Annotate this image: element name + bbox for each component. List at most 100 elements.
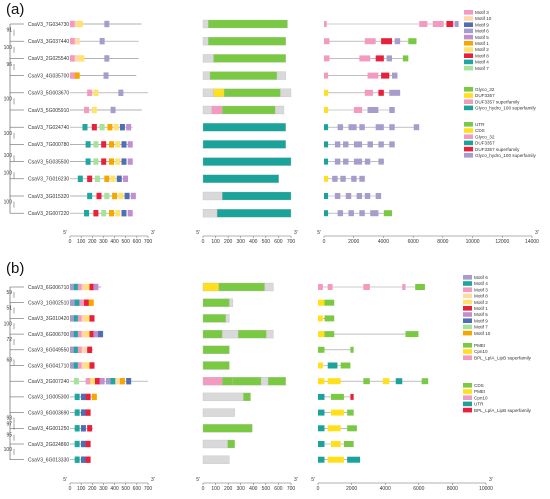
exon-box	[324, 158, 329, 165]
tick-label: 100	[211, 486, 220, 492]
motif-box	[81, 315, 87, 322]
exon-box	[343, 441, 354, 447]
exon-box	[327, 362, 338, 369]
legend-label: Glyco_32	[475, 134, 495, 139]
exon-box	[318, 425, 325, 432]
exon-box	[318, 346, 325, 353]
motif-axis: 0 100 200 300 400 500 600 700 5' 3'	[63, 230, 155, 245]
structure-axis: 0 2000 4000 6000 8000 10000 12000 14000 5' 3'	[317, 230, 539, 245]
exon-box	[332, 175, 338, 182]
motif-box	[91, 106, 97, 114]
legend-swatch	[463, 281, 472, 286]
motif-box	[79, 55, 85, 62]
tick-label: 600	[274, 239, 283, 245]
exon-box	[392, 72, 398, 79]
tick-label: 12000	[495, 239, 509, 245]
legend-label: Motif 6	[475, 29, 489, 34]
legend-swatch	[463, 312, 472, 317]
motif-box	[81, 346, 87, 353]
gene-row: CsaV3_5G035500	[28, 157, 384, 166]
exon-box	[324, 210, 329, 217]
motif-box	[99, 378, 105, 385]
exon-box	[318, 362, 323, 369]
motif-box	[109, 210, 114, 217]
tick-label: 4000	[378, 239, 389, 245]
motif-box	[93, 89, 99, 96]
motif-box	[73, 362, 79, 369]
domain-box	[208, 37, 286, 46]
gene-row: CsaV3_1G002510	[28, 298, 335, 307]
exon-box	[327, 284, 333, 290]
gene-name: CsaV3_5G005910	[28, 108, 69, 114]
exon-box	[378, 141, 384, 148]
legend-label: Cpn10	[474, 349, 488, 354]
motif-box	[80, 425, 86, 432]
legend-swatch	[463, 275, 472, 280]
motif-box	[101, 210, 107, 217]
motif-box	[93, 141, 99, 148]
gene-row: CsaV3_2G024860	[28, 439, 354, 449]
domain-box	[202, 19, 209, 29]
exon-box	[324, 89, 329, 96]
exon-box	[337, 210, 344, 217]
legend-label: DUF3357	[475, 141, 495, 146]
motif-box	[104, 175, 110, 182]
domain-box	[202, 71, 211, 80]
gene-name: CsaV3_6G049550	[28, 348, 69, 354]
domain-box	[280, 88, 292, 97]
motif-box	[85, 440, 91, 448]
tick-label: 200	[88, 486, 97, 492]
motif-box	[73, 346, 79, 353]
legend-swatch	[464, 53, 473, 58]
exon-box	[415, 284, 425, 290]
motif-box	[85, 315, 91, 322]
motif-box	[115, 378, 121, 385]
tick-label: 100	[211, 239, 220, 245]
gene-name: CsaV3_6G041710	[28, 363, 69, 369]
tick-label: 700	[144, 239, 153, 245]
domain-box	[202, 209, 218, 218]
legend-swatch	[464, 93, 473, 98]
motif-box	[101, 141, 107, 148]
tick-label: 500	[122, 486, 131, 492]
exon-box	[340, 175, 346, 182]
motif-box	[126, 124, 132, 131]
motif-box	[123, 175, 129, 182]
legend-swatch	[463, 299, 472, 305]
motif-box	[104, 20, 110, 28]
bootstrap-value: 51	[6, 306, 12, 312]
bootstrap-value: 100	[4, 321, 13, 327]
domain-box	[202, 439, 228, 449]
motif-box	[85, 283, 91, 291]
exon-box	[318, 284, 323, 290]
gene-name: CsaV3_6G006710	[28, 285, 69, 291]
bootstrap-value: 95	[6, 433, 12, 439]
tick-label: 700	[287, 239, 296, 245]
domain-box	[243, 392, 251, 402]
exon-box	[364, 38, 376, 45]
exon-box	[364, 158, 371, 165]
exon-box	[382, 378, 390, 385]
bootstrap-value: 100	[4, 447, 13, 453]
motif-box	[82, 124, 88, 131]
tick-label: 6000	[408, 239, 419, 245]
motif-box	[90, 378, 96, 385]
end-label-3: 3'	[151, 477, 155, 483]
bootstrap-value: 100	[4, 45, 13, 51]
gene-row: CsaV3_6G003690	[28, 408, 354, 417]
gene-name: CsaV3_7G034730	[28, 22, 69, 28]
domain-box	[264, 282, 274, 292]
end-label-3: 3'	[151, 230, 155, 236]
gene-row: CsaV3_6G049550	[28, 345, 354, 354]
exon-box	[378, 89, 384, 96]
exon-box	[375, 124, 384, 131]
exon-box	[389, 141, 395, 148]
motif-box	[110, 106, 116, 114]
legend-label: Glyco_32	[475, 87, 495, 92]
legend-swatch	[464, 28, 473, 34]
tick-label: 4000	[380, 486, 391, 492]
exon-box	[350, 393, 354, 400]
motif-box	[80, 440, 86, 448]
motif-box	[85, 456, 91, 463]
